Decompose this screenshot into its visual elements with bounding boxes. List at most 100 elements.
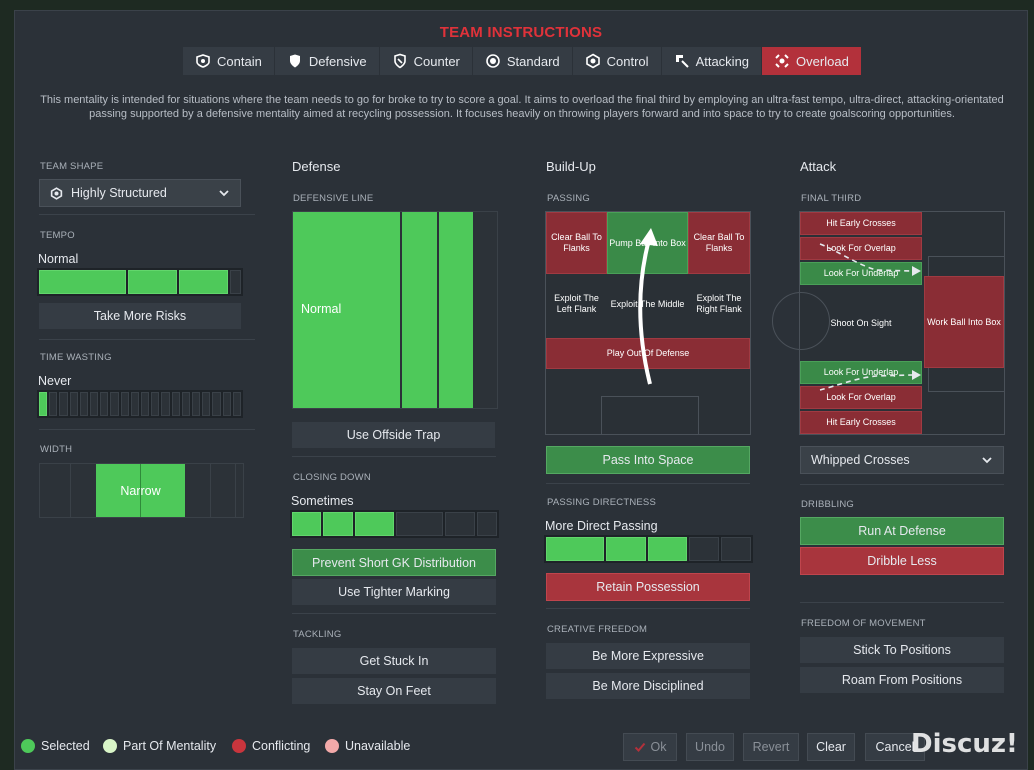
- look-for-underlap-bottom-option[interactable]: Look For Underlap: [800, 361, 922, 384]
- slider-segment[interactable]: [171, 392, 180, 416]
- passing-directness-slider[interactable]: [544, 535, 753, 563]
- prevent-short-gk-distribution-button[interactable]: Prevent Short GK Distribution: [292, 549, 496, 576]
- tab-overload[interactable]: Overload: [762, 47, 862, 75]
- tempo-slider[interactable]: [37, 268, 243, 296]
- shoot-on-sight-option[interactable]: Shoot On Sight: [830, 317, 892, 328]
- slider-segment[interactable]: [546, 537, 605, 561]
- slider-segment[interactable]: [120, 392, 129, 416]
- take-more-risks-button[interactable]: Take More Risks: [39, 303, 241, 329]
- be-more-expressive-button[interactable]: Be More Expressive: [546, 643, 750, 669]
- clear-ball-right-option[interactable]: Clear Ball To Flanks: [688, 212, 750, 274]
- run-at-defense-button[interactable]: Run At Defense: [800, 517, 1004, 545]
- slider-segment[interactable]: [192, 392, 201, 416]
- slider-segment[interactable]: [181, 392, 191, 416]
- exploit-left-flank-option[interactable]: Exploit The Left Flank: [554, 293, 599, 314]
- tab-standard[interactable]: Standard: [472, 47, 573, 75]
- look-for-underlap-top-option[interactable]: Look For Underlap: [800, 262, 922, 285]
- slider-segment[interactable]: [59, 392, 68, 416]
- tackling-label: TACKLING: [293, 629, 342, 640]
- closing-down-slider[interactable]: [290, 510, 499, 538]
- roam-from-positions-button[interactable]: Roam From Positions: [800, 667, 1004, 693]
- slider-segment[interactable]: [229, 270, 241, 294]
- slider-segment[interactable]: [445, 512, 475, 536]
- clear-button[interactable]: Clear: [807, 733, 855, 761]
- slider-segment[interactable]: [292, 512, 322, 536]
- hexagon-icon: [50, 186, 63, 200]
- tab-counter[interactable]: Counter: [379, 47, 473, 75]
- tempo-label: TEMPO: [40, 230, 75, 241]
- undo-button[interactable]: Undo: [686, 733, 734, 761]
- get-stuck-in-button[interactable]: Get Stuck In: [292, 648, 496, 674]
- counter-icon: [393, 53, 406, 69]
- buildup-heading: Build-Up: [546, 159, 596, 174]
- divider: [800, 484, 1004, 485]
- slider-segment[interactable]: [69, 392, 78, 416]
- slider-segment[interactable]: [90, 392, 99, 416]
- slider-segment[interactable]: [127, 270, 177, 294]
- look-for-overlap-bottom-option[interactable]: Look For Overlap: [800, 386, 922, 409]
- hit-early-crosses-bottom-option[interactable]: Hit Early Crosses: [800, 411, 922, 434]
- tab-attacking[interactable]: Attacking: [661, 47, 763, 75]
- slider-segment[interactable]: [161, 392, 170, 416]
- slider-segment[interactable]: [202, 392, 211, 416]
- use-tighter-marking-button[interactable]: Use Tighter Marking: [292, 579, 496, 605]
- slider-segment[interactable]: [323, 512, 353, 536]
- slider-segment[interactable]: [212, 392, 221, 416]
- slider-segment[interactable]: [232, 392, 242, 416]
- use-offside-trap-button[interactable]: Use Offside Trap: [292, 422, 495, 448]
- team-shape-dropdown[interactable]: Highly Structured: [39, 179, 241, 207]
- tab-label: Standard: [506, 53, 560, 69]
- slider-segment[interactable]: [49, 392, 58, 416]
- defensive-line-fill: [293, 212, 473, 408]
- slider-segment[interactable]: [151, 392, 160, 416]
- tab-label: Defensive: [308, 53, 367, 69]
- width-label: WIDTH: [40, 444, 73, 455]
- slider-segment[interactable]: [110, 392, 119, 416]
- hit-early-crosses-top-option[interactable]: Hit Early Crosses: [800, 212, 922, 235]
- slider-segment[interactable]: [606, 537, 646, 561]
- slider-segment[interactable]: [100, 392, 109, 416]
- slider-segment[interactable]: [222, 392, 231, 416]
- be-more-disciplined-button[interactable]: Be More Disciplined: [546, 673, 750, 699]
- slider-segment[interactable]: [141, 392, 150, 416]
- exploit-middle-option[interactable]: Exploit The Middle: [610, 298, 685, 309]
- slider-segment[interactable]: [130, 392, 140, 416]
- overlap-run-arrow-icon: [819, 243, 921, 276]
- clear-ball-left-option[interactable]: Clear Ball To Flanks: [546, 212, 607, 274]
- slider-segment[interactable]: [476, 512, 497, 536]
- retain-possession-button[interactable]: Retain Possession: [546, 573, 750, 601]
- defensive-line-selector[interactable]: Normal: [292, 211, 498, 409]
- tab-defensive[interactable]: Defensive: [274, 47, 380, 75]
- look-for-overlap-top-option[interactable]: Look For Overlap: [800, 237, 922, 260]
- slider-segment[interactable]: [688, 537, 719, 561]
- pass-into-space-button[interactable]: Pass Into Space: [546, 446, 750, 474]
- tab-label: Attacking: [695, 53, 750, 69]
- exploit-right-flank-option[interactable]: Exploit The Right Flank: [696, 293, 742, 314]
- cancel-button[interactable]: Cancel: [865, 733, 925, 761]
- revert-button[interactable]: Revert: [743, 733, 799, 761]
- play-out-of-defense-option[interactable]: Play Out Of Defense: [546, 338, 750, 369]
- crossing-dropdown[interactable]: Whipped Crosses: [800, 446, 1004, 474]
- dribble-less-button[interactable]: Dribble Less: [800, 547, 1004, 575]
- legend-dot: [21, 739, 35, 753]
- width-tick: [235, 464, 236, 517]
- width-selector[interactable]: Narrow: [39, 463, 244, 518]
- tab-contain[interactable]: Contain: [183, 47, 275, 75]
- slider-segment[interactable]: [79, 392, 89, 416]
- slider-segment[interactable]: [354, 512, 394, 536]
- ok-button[interactable]: Ok: [623, 733, 677, 761]
- slider-segment[interactable]: [178, 270, 228, 294]
- slider-segment[interactable]: [39, 270, 126, 294]
- time-wasting-slider[interactable]: [37, 390, 243, 418]
- slider-segment[interactable]: [39, 392, 48, 416]
- stick-to-positions-button[interactable]: Stick To Positions: [800, 637, 1004, 663]
- slider-segment[interactable]: [395, 512, 444, 536]
- width-tick: [70, 464, 71, 517]
- work-ball-into-box-option[interactable]: Work Ball Into Box: [924, 276, 1004, 368]
- legend-selected: Selected: [21, 739, 90, 753]
- slider-segment[interactable]: [647, 537, 687, 561]
- stay-on-feet-button[interactable]: Stay On Feet: [292, 678, 496, 704]
- closing-down-value: Sometimes: [291, 494, 354, 508]
- slider-segment[interactable]: [720, 537, 751, 561]
- tab-control[interactable]: Control: [572, 47, 662, 75]
